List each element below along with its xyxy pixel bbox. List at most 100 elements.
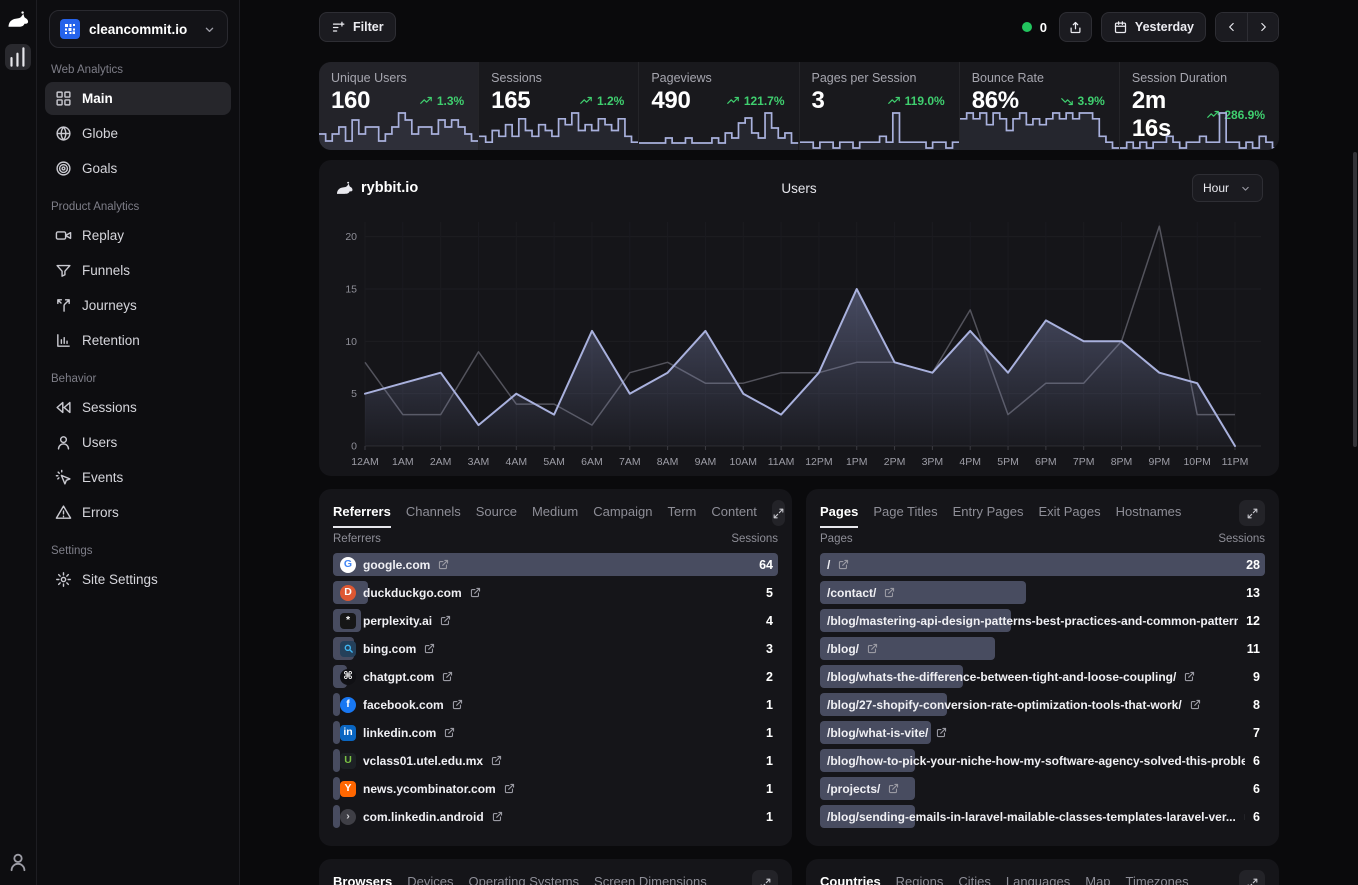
tab-map[interactable]: Map [1085,868,1110,885]
scrollbar[interactable] [1353,152,1357,447]
sidebar-item-retention[interactable]: Retention [45,324,231,357]
external-link-icon[interactable] [437,558,450,571]
stat-card-pageviews[interactable]: Pageviews490121.7% [639,62,799,150]
tab-languages[interactable]: Languages [1006,868,1070,885]
analytics-rail-button[interactable] [5,44,31,70]
list-row-com-linkedin-android[interactable]: ›com.linkedin.android1 [333,805,778,828]
external-link-icon[interactable] [439,614,452,627]
tab-page-titles[interactable]: Page Titles [873,498,937,528]
expand-button[interactable] [1239,500,1265,526]
list-row-vclass01-utel-edu-mx[interactable]: Uvclass01.utel.edu.mx1 [333,749,778,772]
list-row-news-ycombinator-com[interactable]: Ynews.ycombinator.com1 [333,777,778,800]
users-chart-plot[interactable]: 0510152012AM1AM2AM3AM4AM5AM6AM7AM8AM9AM1… [335,208,1263,477]
next-period-button[interactable] [1247,13,1278,41]
tab-entry-pages[interactable]: Entry Pages [953,498,1024,528]
external-link-icon[interactable] [935,726,948,739]
expand-button[interactable] [752,870,778,885]
list-row-blog-how-to-pick-your-niche-how-my-software-agency-solved-this-proble[interactable]: /blog/how-to-pick-your-niche-how-my-soft… [820,749,1265,772]
list-row-blog-whats-the-difference-between-tight-and-loose-coupling[interactable]: /blog/whats-the-difference-between-tight… [820,665,1265,688]
sidebar-item-errors[interactable]: Errors [45,496,231,529]
live-count: 0 [1040,20,1047,35]
list-row-blog-sending-emails-in-laravel-mailable-classes-templates-laravel-ver[interactable]: /blog/sending-emails-in-laravel-mailable… [820,805,1265,828]
sidebar-item-globe[interactable]: Globe [45,117,231,150]
tab-term[interactable]: Term [667,498,696,528]
date-range-button[interactable]: Yesterday [1101,12,1206,42]
expand-button[interactable] [772,500,785,526]
row-label: news.ycombinator.com [363,782,496,796]
previous-period-button[interactable] [1216,13,1247,41]
filter-button[interactable]: Filter [319,12,396,42]
list-row-contact[interactable]: /contact/13 [820,581,1265,604]
tab-exit-pages[interactable]: Exit Pages [1038,498,1100,528]
sidebar-item-main[interactable]: Main [45,82,231,115]
tab-medium[interactable]: Medium [532,498,578,528]
tab-countries[interactable]: Countries [820,868,881,885]
external-link-icon[interactable] [837,558,850,571]
list-row-chatgpt-com[interactable]: ⌘chatgpt.com2 [333,665,778,688]
external-link-icon[interactable] [866,642,879,655]
tab-source[interactable]: Source [476,498,517,528]
stat-card-session-duration[interactable]: Session Duration2m 16s286.9% [1120,62,1279,150]
external-link-icon[interactable] [451,698,464,711]
list-row-blog-mastering-api-design-patterns-best-practices-and-common-patterns[interactable]: /blog/mastering-api-design-patterns-best… [820,609,1265,632]
list-row-blog[interactable]: /blog/11 [820,637,1265,660]
sidebar-item-events[interactable]: Events [45,461,231,494]
tab-devices[interactable]: Devices [407,868,453,885]
row-label: /projects/ [827,782,880,796]
list-row-perplexity-ai[interactable]: *perplexity.ai4 [333,609,778,632]
list-row-google-com[interactable]: Ggoogle.com64 [333,553,778,576]
tab-hostnames[interactable]: Hostnames [1116,498,1182,528]
tab-browsers[interactable]: Browsers [333,868,392,885]
external-link-icon[interactable] [443,726,456,739]
external-link-icon[interactable] [423,642,436,655]
sidebar-item-funnels[interactable]: Funnels [45,254,231,287]
tab-referrers[interactable]: Referrers [333,498,391,528]
stat-label: Bounce Rate [972,71,1107,85]
stat-card-bounce-rate[interactable]: Bounce Rate86%3.9% [960,62,1120,150]
tab-pages[interactable]: Pages [820,498,858,528]
row-sessions-value: 9 [1245,670,1265,684]
external-link-icon[interactable] [1189,698,1202,711]
external-link-icon[interactable] [883,586,896,599]
row-sessions-value: 1 [758,726,778,740]
list-row-[interactable]: /28 [820,553,1265,576]
sidebar-item-journeys[interactable]: Journeys [45,289,231,322]
stat-card-unique-users[interactable]: Unique Users1601.3% [319,62,479,150]
sidebar-item-goals[interactable]: Goals [45,152,231,185]
list-row-bing-com[interactable]: bing.com3 [333,637,778,660]
external-link-icon[interactable] [1183,670,1196,683]
tab-channels[interactable]: Channels [406,498,461,528]
tab-screen-dimensions[interactable]: Screen Dimensions [594,868,707,885]
external-link-icon[interactable] [503,782,516,795]
tab-campaign[interactable]: Campaign [593,498,652,528]
list-row-duckduckgo-com[interactable]: Dduckduckgo.com5 [333,581,778,604]
stat-card-pages-per-session[interactable]: Pages per Session3119.0% [800,62,960,150]
sidebar-item-replay[interactable]: Replay [45,219,231,252]
external-link-icon[interactable] [490,754,503,767]
account-icon[interactable] [7,851,29,873]
sidebar-nav: Web AnalyticsMainGlobeGoalsProduct Analy… [37,64,239,596]
interval-select[interactable]: Hour [1192,174,1263,202]
list-row-projects[interactable]: /projects/6 [820,777,1265,800]
tab-cities[interactable]: Cities [958,868,991,885]
tab-timezones[interactable]: Timezones [1126,868,1189,885]
tab-content[interactable]: Content [711,498,757,528]
stat-card-sessions[interactable]: Sessions1651.2% [479,62,639,150]
external-link-icon[interactable] [469,586,482,599]
sidebar-item-sessions[interactable]: Sessions [45,391,231,424]
workspace-selector[interactable]: cleancommit.io [49,10,228,48]
sidebar-item-users[interactable]: Users [45,426,231,459]
export-button[interactable] [1059,12,1092,42]
list-row-linkedin-com[interactable]: inlinkedin.com1 [333,721,778,744]
list-row-facebook-com[interactable]: ffacebook.com1 [333,693,778,716]
list-row-blog-what-is-vite[interactable]: /blog/what-is-vite/7 [820,721,1265,744]
external-link-icon[interactable] [491,810,504,823]
expand-button[interactable] [1239,870,1265,885]
live-users[interactable]: 0 [1022,20,1047,35]
tab-regions[interactable]: Regions [896,868,944,885]
tab-operating-systems[interactable]: Operating Systems [469,868,580,885]
sidebar-item-site-settings[interactable]: Site Settings [45,563,231,596]
external-link-icon[interactable] [441,670,454,683]
list-row-blog-27-shopify-conversion-rate-optimization-tools-that-work[interactable]: /blog/27-shopify-conversion-rate-optimiz… [820,693,1265,716]
external-link-icon[interactable] [887,782,900,795]
